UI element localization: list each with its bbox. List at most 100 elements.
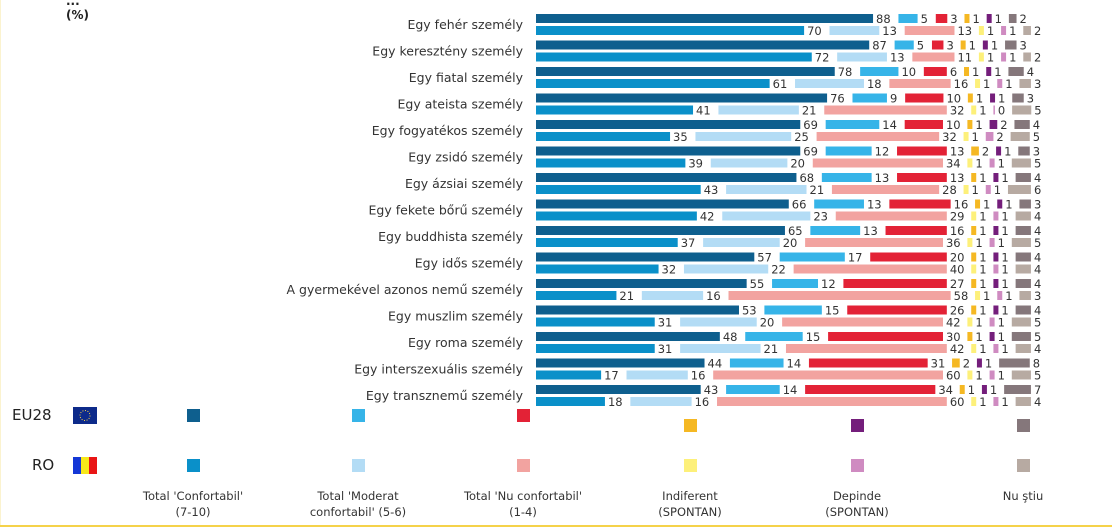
bar-ro-seg4 xyxy=(993,344,999,353)
data-label: 1 xyxy=(979,104,986,118)
data-label: 57 xyxy=(757,251,772,265)
data-label: 13 xyxy=(882,24,897,38)
category-label: Egy transznemű személy xyxy=(366,388,524,403)
data-label: 40 xyxy=(950,263,965,277)
data-label: 11 xyxy=(957,51,972,65)
bar-ro-seg1 xyxy=(795,79,864,88)
data-label: 1 xyxy=(979,263,986,277)
data-label: 25 xyxy=(794,130,809,144)
data-label: 5 xyxy=(1034,157,1041,171)
data-label: 20 xyxy=(950,251,965,265)
data-label: 31 xyxy=(931,357,946,371)
data-label: 27 xyxy=(950,277,965,291)
data-label: 41 xyxy=(696,104,711,118)
bar-ro-seg2 xyxy=(782,317,943,327)
bar-eu28-seg3 xyxy=(964,67,970,76)
data-label: 2 xyxy=(1034,24,1041,38)
bar-ro-seg2 xyxy=(824,105,947,115)
data-label: 1 xyxy=(990,383,997,397)
bar-ro-seg4 xyxy=(989,238,995,247)
bar-ro-seg4 xyxy=(1001,52,1007,62)
data-label: 13 xyxy=(863,224,878,238)
data-label: 12 xyxy=(821,277,836,291)
bar-ro-seg4 xyxy=(993,264,999,274)
data-label: 3 xyxy=(950,12,957,26)
data-label: 1 xyxy=(975,157,982,171)
legend-label-line1: Total 'Moderat xyxy=(317,489,399,503)
bar-ro-seg3 xyxy=(975,291,981,300)
bar-eu28-seg4 xyxy=(993,173,999,182)
data-label: 44 xyxy=(708,357,723,371)
bar-eu28-seg2 xyxy=(870,252,947,262)
bar-ro-seg5 xyxy=(1023,26,1031,35)
bar-ro-seg2 xyxy=(816,132,940,141)
bar-ro-seg2 xyxy=(785,344,947,353)
data-label: 16 xyxy=(954,77,969,91)
data-label: 15 xyxy=(806,330,821,344)
bar-ro-seg5 xyxy=(1010,132,1030,141)
data-label: 3 xyxy=(1034,77,1041,91)
legend-swatch-eu28 xyxy=(684,419,697,432)
data-label: 58 xyxy=(954,289,969,303)
data-label: 53 xyxy=(742,304,757,318)
legend-label: Total 'Confortabil' (7-10) xyxy=(113,488,273,520)
bar-eu28-seg5 xyxy=(1011,332,1031,341)
bar-ro-seg5 xyxy=(1019,291,1031,300)
legend-label-line2: (1-4) xyxy=(509,505,537,519)
data-label: 20 xyxy=(783,236,798,250)
bar-eu28-seg3 xyxy=(971,252,977,262)
bar-eu28-seg2 xyxy=(904,120,943,129)
bar-eu28-seg5 xyxy=(1015,226,1031,235)
bar-eu28-seg5 xyxy=(999,358,1030,368)
bar-ro-seg0 xyxy=(536,291,617,300)
data-label: 13 xyxy=(950,145,965,159)
bar-ro-seg4 xyxy=(989,317,995,327)
bar-ro-seg4 xyxy=(993,211,999,221)
data-label: 1 xyxy=(995,12,1002,26)
bar-ro-seg1 xyxy=(726,185,807,194)
bar-eu28-seg3 xyxy=(967,332,973,341)
bar-ro-seg0 xyxy=(536,52,812,62)
bar-ro-seg4 xyxy=(1001,26,1007,35)
bar-eu28-seg4 xyxy=(982,40,988,50)
data-label: 87 xyxy=(872,39,887,53)
data-label: 2 xyxy=(1000,118,1007,132)
data-label: 4 xyxy=(1034,277,1041,291)
bar-ro-seg5 xyxy=(1015,397,1031,406)
legend-swatch-eu28 xyxy=(352,409,365,422)
data-label: 1 xyxy=(983,77,990,91)
bar-eu28-seg4 xyxy=(986,67,992,76)
bar-ro-seg1 xyxy=(641,291,704,300)
bar-eu28-seg4 xyxy=(993,252,999,262)
data-label: 60 xyxy=(950,395,965,409)
bar-ro-seg4 xyxy=(989,370,995,380)
data-label: 1 xyxy=(975,330,982,344)
bar-eu28-seg0 xyxy=(536,146,801,156)
data-label: 1 xyxy=(1005,198,1012,212)
category-label: Egy interszexuális személy xyxy=(354,362,523,377)
bar-ro-seg1 xyxy=(680,344,761,353)
category-label: Egy roma személy xyxy=(408,335,524,350)
data-label: 1 xyxy=(1009,51,1016,65)
data-label: 68 xyxy=(799,171,814,185)
bar-eu28-seg3 xyxy=(960,40,966,50)
bar-ro-seg0 xyxy=(536,344,655,353)
bar-eu28-seg4 xyxy=(989,332,995,341)
category-label: Egy fekete bőrű személy xyxy=(369,203,524,218)
data-label: 2 xyxy=(1034,51,1041,65)
data-label: 6 xyxy=(1034,183,1041,197)
category-label: Egy fogyatékos személy xyxy=(372,123,524,138)
data-label: 1 xyxy=(991,39,998,53)
data-label: 3 xyxy=(1034,198,1041,212)
bar-ro-seg2 xyxy=(904,26,955,35)
eu-stars-icon xyxy=(79,410,91,421)
bar-eu28-seg2 xyxy=(931,40,944,50)
data-label: 31 xyxy=(658,316,673,330)
bar-ro-seg2 xyxy=(889,79,951,88)
data-label: 32 xyxy=(942,130,957,144)
bar-eu28-seg4 xyxy=(986,14,992,23)
bar-eu28-seg5 xyxy=(1005,40,1017,50)
data-label: 30 xyxy=(946,330,961,344)
data-label: 18 xyxy=(867,77,882,91)
legend-swatch-ro xyxy=(187,459,200,472)
